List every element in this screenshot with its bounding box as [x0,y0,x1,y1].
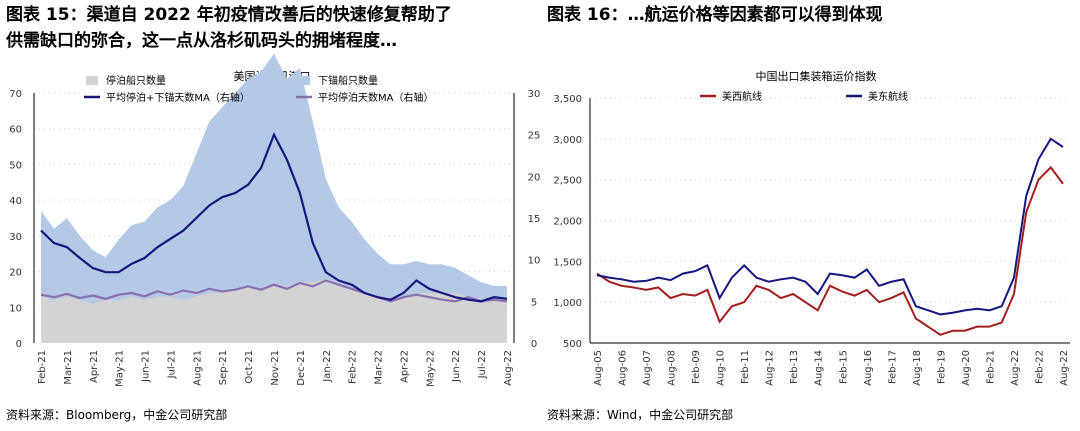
la-right-tick-label: 10 [528,256,541,267]
la-legend-swatch [86,76,98,85]
cci-left-axis: 500 1,000 1,500 2,000 2,500 3,000 3,500 [553,94,582,350]
chart-15-title: 图表 15：渠道自 2022 年初疫情改善后的快速修复帮助了 供需缺口的弥合，这… [6,2,541,54]
la-right-tick-label: 25 [528,131,541,142]
la-total-days-line [40,131,508,303]
la-right-axis: 0 5 10 15 20 25 30 [528,89,541,350]
la-x-tick-label: Apr-21 [89,350,100,383]
la-left-tick-label: 0 [16,339,22,350]
cci-x-tick-label: Feb-17 [887,350,898,384]
la-x-tick-label: Jul-22 [477,350,488,379]
la-x-tick-label: Dec-21 [296,350,307,386]
la-x-tick-label: Feb-22 [348,350,359,384]
chart-15-title-line2: 供需缺口的弥合，这一点从洛杉矶码头的拥堵程度… [6,31,397,51]
la-legend-label: 平均停泊天数MA（右轴） [318,91,433,104]
la-left-axis: 0 10 20 30 40 50 60 70 [9,89,22,350]
la-anchored-area [41,278,507,343]
cci-x-tick-label: Aug-16 [863,350,874,386]
la-left-tick-label: 10 [9,303,22,314]
la-berth-days-line [40,279,508,303]
la-x-tick-label: May-22 [425,350,436,387]
chart-16-title-line1: 图表 16：…航运价格等因素都可以得到体现 [547,5,883,25]
container-index-chart-title: 中国出口集装箱运价指数 [756,69,877,83]
la-x-tick-label: May-21 [115,350,126,387]
la-x-tick-label: Oct-21 [244,350,255,384]
la-x-tick-label: Sep-21 [218,350,229,385]
cci-x-tick-label: Aug-08 [667,350,678,386]
cci-x-tick-label: Aug-05 [593,350,604,386]
cci-legend: 美西航线 美东航线 [700,90,908,103]
cci-x-tick-label: Aug-18 [912,350,923,386]
cci-left-tick-label: 1,500 [553,257,582,268]
cci-left-tick-label: 1,000 [553,298,582,309]
la-series [40,53,508,343]
la-left-tick-label: 50 [9,160,22,171]
cci-x-tick-label: Feb-11 [740,350,751,384]
la-legend-swatch [298,76,310,85]
la-legend-label: 停泊船只数量 [106,74,166,87]
cci-x-tick-label: Aug-22 [1010,350,1021,386]
cci-x-tick-label: Aug-10 [716,350,727,386]
la-x-tick-label: Jan-22 [322,350,333,383]
cci-x-tick-label: Aug-06 [618,350,629,386]
cci-x-tick-label: Feb-13 [789,350,800,384]
la-right-tick-label: 5 [531,297,537,308]
cci-x-tick-label: Feb-22 [1034,350,1045,384]
la-legend-label: 下锚船只数量 [318,74,378,87]
la-x-tick-label: Nov-21 [270,350,281,386]
la-x-tick-label: Jul-21 [166,350,177,379]
cci-legend-label: 美东航线 [868,90,908,103]
la-left-tick-label: 60 [9,125,22,136]
cci-x-tick-label: Aug-12 [765,350,776,386]
la-x-tick-label: Mar-22 [374,350,385,385]
cci-x-axis: Aug-05 Aug-06 Aug-07 Aug-08 Feb-09 Aug-10 Feb-… [593,350,1070,386]
cci-left-tick-label: 3,000 [553,135,582,146]
la-x-tick-label: Apr-22 [399,350,410,383]
la-x-tick-label: Jun-21 [141,350,152,383]
cci-series [596,137,1064,336]
cci-x-tick-label: Aug-07 [642,350,653,386]
la-x-tick-label: Jun-22 [451,350,462,383]
la-x-tick-label: Aug-21 [192,350,203,386]
la-left-tick-label: 40 [9,196,22,207]
la-right-tick-label: 15 [528,214,541,225]
la-x-tick-label: Aug-22 [503,350,514,386]
cci-left-tick-label: 500 [563,339,582,350]
cci-x-tick-label: Aug-22 [1059,350,1070,386]
la-left-tick-label: 30 [9,232,22,243]
la-anchoring-area [41,53,507,343]
chart-16-source: 资料来源：Wind，中金公司研究部 [547,408,734,422]
cci-legend-label: 美西航线 [722,90,762,103]
cci-west-coast-line [596,165,1064,336]
cci-x-tick-label: Feb-15 [838,350,849,384]
chart-16-title: 图表 16：…航运价格等因素都可以得到体现 [547,2,1077,28]
cci-x-tick-label: Feb-19 [936,350,947,384]
la-right-tick-label: 30 [528,89,541,100]
la-right-tick-label: 20 [528,172,541,183]
cci-x-tick-label: Feb-21 [985,350,996,384]
la-right-tick-label: 0 [531,339,537,350]
la-left-tick-label: 20 [9,268,22,279]
chart-15-source: 资料来源：Bloomberg，中金公司研究部 [6,408,228,422]
cci-x-tick-label: Aug-20 [961,350,972,386]
chart-15-title-line1: 图表 15：渠道自 2022 年初疫情改善后的快速修复帮助了 [6,5,452,25]
cci-left-tick-label: 2,500 [553,176,582,187]
cci-east-coast-line [596,137,1064,316]
la-legend-label: 平均停泊+下锚天数MA（右轴） [106,91,250,104]
la-x-axis: Feb-21 Mar-21 Apr-21 May-21 Jun-21 Jul-21 Aug-… [37,350,514,387]
cci-left-tick-label: 3,500 [553,94,582,105]
cci-left-tick-label: 2,000 [553,217,582,228]
la-left-tick-label: 70 [9,89,22,100]
cci-x-tick-label: Feb-09 [691,350,702,384]
cci-grid [589,97,1070,344]
la-x-tick-label: Feb-21 [37,350,48,384]
cci-x-tick-label: Aug-14 [814,350,825,386]
la-x-tick-label: Mar-21 [63,350,74,385]
